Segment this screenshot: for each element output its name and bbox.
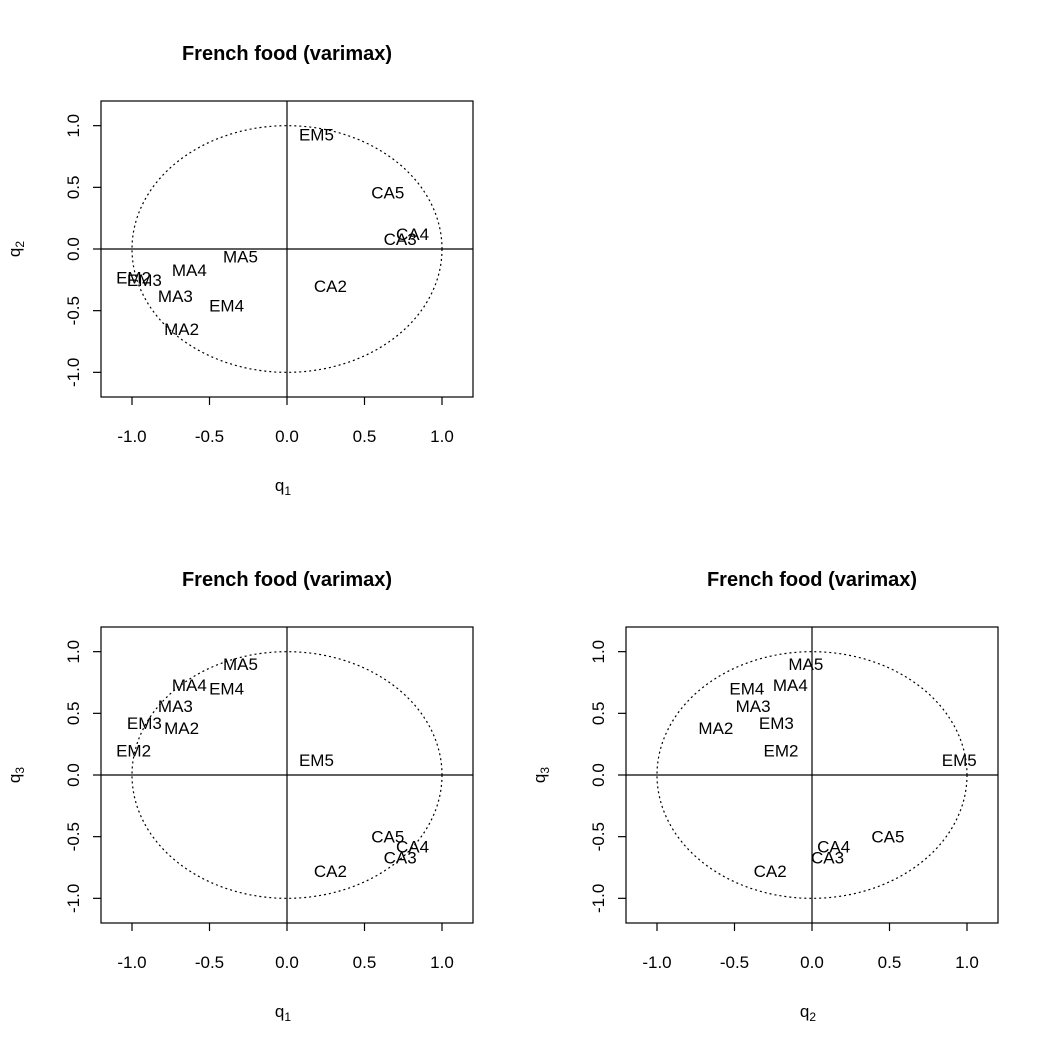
point-label-ca2: CA2 [314,277,347,296]
point-label-ma3: MA3 [158,697,193,716]
y-axis-label-subscript: 3 [13,767,27,774]
point-label-ca4: CA4 [817,838,850,857]
point-label-em5: EM5 [299,751,334,770]
point-label-ma5: MA5 [223,655,258,674]
y-axis-label-subscript: 3 [538,767,552,774]
y-axis-label: q3 [5,767,27,783]
point-label-em4: EM4 [209,680,244,699]
unit-circle [131,651,443,899]
y-axis-label: q3 [530,767,552,783]
point-label-ma2: MA2 [698,719,733,738]
x-tick-label: -1.0 [117,953,146,972]
y-tick-label: 1.0 [64,640,83,664]
point-label-ca5: CA5 [371,183,404,202]
y-tick-label: 0.0 [64,237,83,261]
x-tick-label: -1.0 [642,953,671,972]
point-label-ma5: MA5 [788,655,823,674]
panel-3: French food (varimax) -1.0 -0.5 0.0 0.5 1.0 -1… [530,569,999,1024]
x-axis-label-subscript: 2 [809,1010,816,1024]
point-label-ma2: MA2 [164,320,199,339]
y-tick-label: -1.0 [589,884,608,913]
x-axis-label: q1 [275,476,291,498]
y-tick-label: 1.0 [589,640,608,664]
point-label-ca3: CA3 [811,849,844,868]
point-label-ma4: MA4 [172,676,207,695]
unit-circle [656,651,968,899]
point-label-ca3: CA3 [384,849,417,868]
point-label-ma4: MA4 [773,676,808,695]
y-axis-label-subscript: 2 [13,241,27,248]
x-tick-label: -0.5 [195,953,224,972]
point-label-ca5: CA5 [871,828,904,847]
x-tick-label: 0.5 [353,427,377,446]
point-label-em3: EM3 [759,714,794,733]
unit-circle [131,125,443,373]
point-label-ca4: CA4 [396,838,429,857]
y-tick-label: -1.0 [64,358,83,387]
y-axis-label: q2 [5,241,27,257]
x-axis-label-subscript: 1 [284,1010,291,1024]
x-tick-label: -0.5 [720,953,749,972]
x-tick-label: -1.0 [117,427,146,446]
y-tick-label: -0.5 [64,296,83,325]
point-label-em3: EM3 [127,714,162,733]
y-tick-label: 1.0 [64,114,83,138]
point-label-em3: EM3 [127,271,162,290]
x-axis-label: q1 [275,1002,291,1024]
point-label-ca2: CA2 [314,862,347,881]
chart-title: French food (varimax) [707,569,917,591]
point-label-em5: EM5 [299,125,334,144]
x-tick-label: 0.5 [878,953,902,972]
point-label-ma3: MA3 [736,697,771,716]
point-label-ca5: CA5 [371,828,404,847]
y-tick-label: 0.5 [64,176,83,200]
x-tick-label: 0.5 [353,953,377,972]
x-tick-label: 1.0 [955,953,979,972]
y-tick-label: 0.0 [64,763,83,787]
point-label-em2: EM2 [764,741,799,760]
point-label-ma2: MA2 [164,719,199,738]
panel-1: French food (varimax) -1.0 -0.5 0.0 0.5 1.0 -1… [5,43,474,498]
x-tick-label: 0.0 [275,427,299,446]
y-tick-label: 0.5 [64,702,83,726]
point-label-ma3: MA3 [158,287,193,306]
x-tick-label: 1.0 [430,953,454,972]
point-label-em4: EM4 [729,680,764,699]
point-label-ma5: MA5 [223,247,258,266]
chart-title: French food (varimax) [182,569,392,591]
y-tick-label: 0.5 [589,702,608,726]
y-tick-label: -0.5 [589,822,608,851]
point-label-em4: EM4 [209,297,244,316]
point-label-ma4: MA4 [172,261,207,280]
x-axis-label-subscript: 1 [284,484,291,498]
y-tick-label: -0.5 [64,822,83,851]
x-axis-label: q2 [800,1002,816,1024]
y-tick-label: 0.0 [589,763,608,787]
x-tick-label: 1.0 [430,427,454,446]
point-label-em5: EM5 [942,751,977,770]
x-tick-label: 0.0 [800,953,824,972]
point-label-em2: EM2 [116,268,151,287]
x-tick-label: -0.5 [195,427,224,446]
y-tick-label: -1.0 [64,884,83,913]
chart-title: French food (varimax) [182,43,392,65]
panel-2: French food (varimax) -1.0 -0.5 0.0 0.5 1.0 -1… [5,569,474,1024]
point-label-em2: EM2 [116,741,151,760]
x-tick-label: 0.0 [275,953,299,972]
point-label-ca2: CA2 [754,862,787,881]
point-label-ca3: CA3 [384,230,417,249]
point-label-ca4: CA4 [396,225,429,244]
